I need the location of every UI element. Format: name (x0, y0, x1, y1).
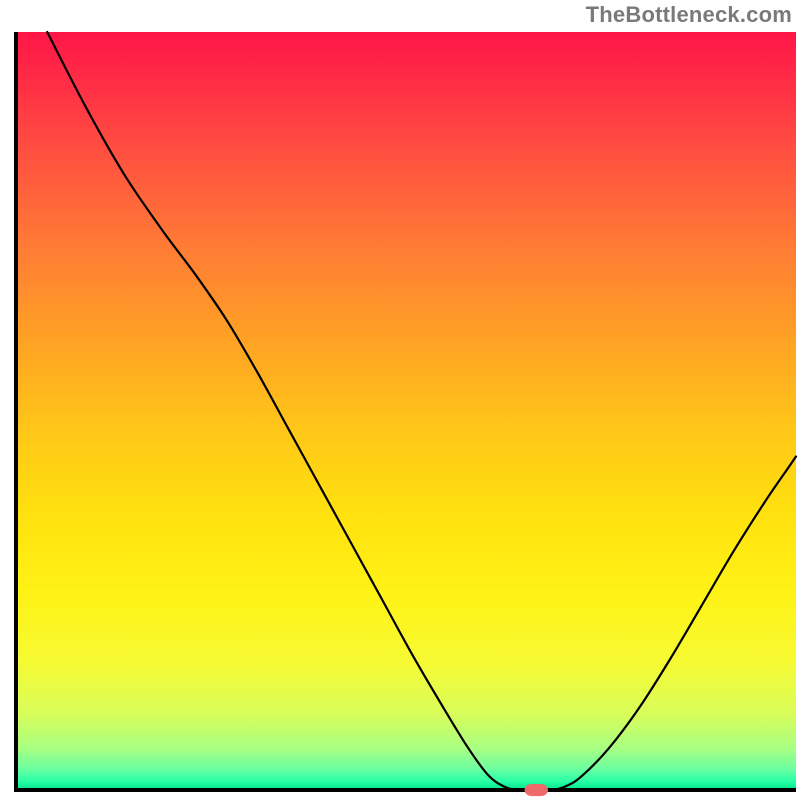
watermark-text: TheBottleneck.com (586, 2, 792, 28)
sweet-spot-marker (525, 784, 548, 796)
bottleneck-chart (0, 0, 800, 800)
plot-background (16, 32, 796, 790)
chart-frame: TheBottleneck.com (0, 0, 800, 800)
